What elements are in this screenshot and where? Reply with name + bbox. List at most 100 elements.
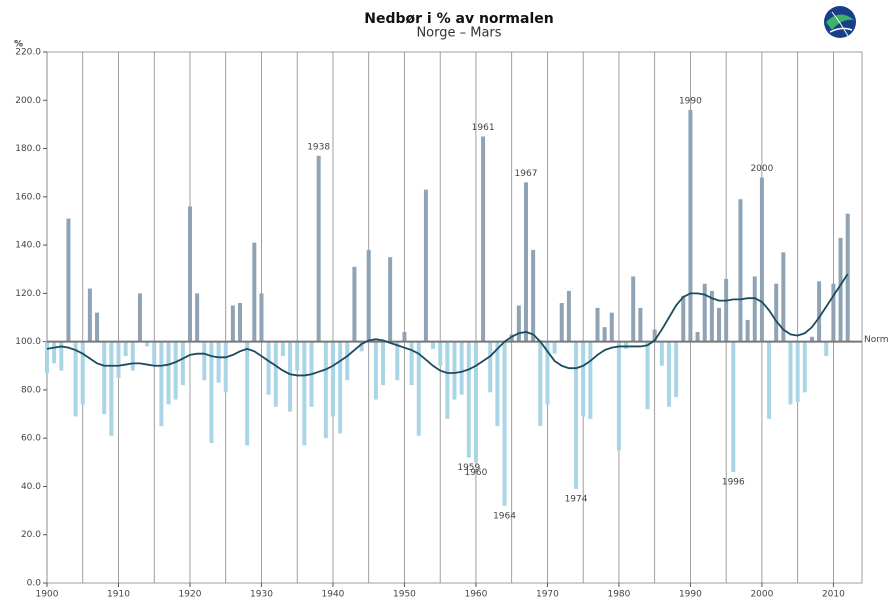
bar xyxy=(831,283,836,342)
annotation: 1938 xyxy=(307,142,330,152)
bar xyxy=(817,281,822,342)
x-tick-label: 1920 xyxy=(179,590,202,600)
bar xyxy=(359,341,364,352)
bar xyxy=(95,312,100,342)
bar xyxy=(316,155,321,342)
bar xyxy=(295,341,300,371)
bar xyxy=(738,199,743,342)
y-tick-label: 100.0 xyxy=(15,337,41,347)
bar xyxy=(595,307,600,342)
bar xyxy=(66,218,71,342)
bar xyxy=(238,303,243,342)
bar xyxy=(338,341,343,434)
y-tick-label: 80.0 xyxy=(21,385,41,395)
bar xyxy=(452,341,457,400)
bar xyxy=(516,305,521,342)
bar xyxy=(774,283,779,342)
x-tick-label: 1910 xyxy=(107,590,130,600)
bar xyxy=(223,341,228,393)
bar xyxy=(166,341,171,405)
bar xyxy=(731,341,736,472)
bar xyxy=(266,341,271,395)
bar xyxy=(759,177,764,342)
bar xyxy=(781,252,786,342)
bar xyxy=(45,341,49,374)
bar xyxy=(259,293,264,342)
logo xyxy=(824,6,856,38)
baseline-label: Norm xyxy=(864,335,888,345)
x-tick-label: 1900 xyxy=(36,590,59,600)
y-tick-label: 220.0 xyxy=(15,48,41,58)
bar xyxy=(230,305,235,342)
y-tick-label: 140.0 xyxy=(15,241,41,251)
chart-title: Nedbør i % av normalen xyxy=(364,11,553,27)
bar xyxy=(423,189,428,342)
bar xyxy=(102,341,107,415)
bar xyxy=(73,341,78,417)
bar xyxy=(752,276,757,342)
bar xyxy=(216,341,221,383)
bar xyxy=(473,341,478,463)
bar xyxy=(381,341,386,386)
bar xyxy=(795,341,800,402)
bar xyxy=(631,276,636,342)
annotation: 1990 xyxy=(679,96,702,106)
bar xyxy=(767,341,772,419)
bar xyxy=(602,327,607,342)
bar xyxy=(395,341,400,381)
bar xyxy=(645,341,650,410)
bar xyxy=(159,341,164,427)
bar xyxy=(788,341,793,405)
bar xyxy=(245,341,250,446)
annotation: 1974 xyxy=(565,494,588,504)
bar xyxy=(173,341,178,400)
bar xyxy=(459,341,464,395)
bar xyxy=(402,331,407,342)
y-tick-label: 20.0 xyxy=(21,530,41,540)
bar xyxy=(209,341,214,444)
bar xyxy=(273,341,278,407)
annotation: 1967 xyxy=(515,169,538,179)
x-tick-label: 2010 xyxy=(822,590,845,600)
bar xyxy=(466,341,471,458)
y-tick-label: 60.0 xyxy=(21,434,41,444)
bar xyxy=(674,341,679,398)
bar xyxy=(352,266,357,342)
bar xyxy=(724,278,729,342)
bar xyxy=(80,341,85,405)
bar xyxy=(366,249,371,342)
bar xyxy=(709,290,714,342)
bar xyxy=(745,319,750,342)
bar xyxy=(323,341,328,439)
bar xyxy=(59,341,64,371)
bar xyxy=(688,109,693,342)
bar xyxy=(809,336,814,342)
x-tick-label: 1970 xyxy=(536,590,559,600)
bar xyxy=(116,341,121,378)
bar xyxy=(302,341,307,446)
bar xyxy=(187,206,192,342)
bar xyxy=(502,341,507,506)
plot-frame xyxy=(46,51,863,584)
bar xyxy=(438,341,443,366)
bar xyxy=(87,288,92,342)
y-tick-label: 180.0 xyxy=(15,144,41,154)
bar xyxy=(52,341,57,364)
bar xyxy=(445,341,450,419)
y-tick-label: 160.0 xyxy=(15,192,41,202)
annotation: 1960 xyxy=(464,468,487,478)
bar xyxy=(145,341,150,347)
bar xyxy=(345,341,350,381)
bar xyxy=(488,341,493,393)
bar xyxy=(137,293,142,342)
bar xyxy=(638,307,643,342)
x-tick-label: 1950 xyxy=(393,590,416,600)
bar xyxy=(523,182,528,342)
x-tick-label: 1990 xyxy=(679,590,702,600)
bar xyxy=(681,295,686,342)
bar xyxy=(431,341,436,349)
bar xyxy=(652,329,657,342)
y-tick-label: 0.0 xyxy=(27,579,42,589)
bar xyxy=(280,341,285,357)
bar xyxy=(545,341,550,405)
